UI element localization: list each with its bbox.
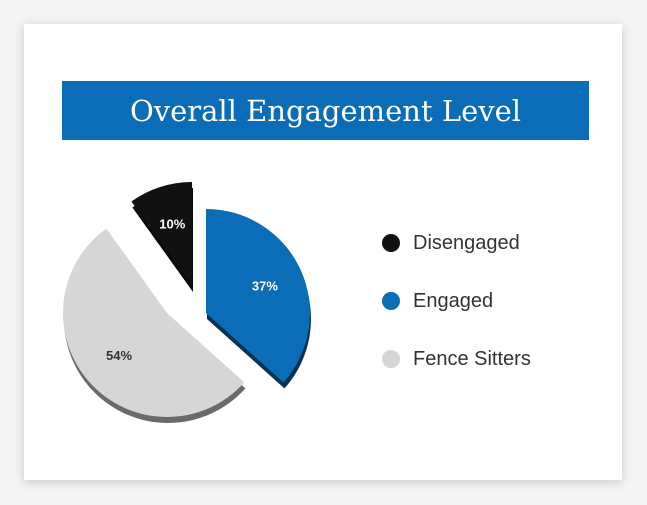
legend-swatch [382, 350, 400, 368]
slice-value-label: 10% [159, 217, 185, 232]
legend-swatch [382, 292, 400, 310]
pie-slice-fence-sitters [63, 228, 245, 417]
legend-label: Fence Sitters [413, 347, 531, 370]
pie-slice-disengaged [131, 182, 192, 286]
legend: Disengaged Engaged Fence Sitters [382, 229, 531, 373]
pie-slice-engaged [206, 209, 310, 383]
slice-value-label: 54% [106, 348, 132, 363]
legend-item-fence-sitters: Fence Sitters [382, 345, 531, 373]
legend-item-engaged: Engaged [382, 287, 531, 315]
legend-item-disengaged: Disengaged [382, 229, 531, 257]
legend-label: Disengaged [413, 231, 520, 254]
legend-swatch [382, 234, 400, 252]
slice-value-label: 37% [252, 279, 278, 294]
chart-title: Overall Engagement Level [62, 81, 589, 140]
legend-label: Engaged [413, 289, 494, 312]
